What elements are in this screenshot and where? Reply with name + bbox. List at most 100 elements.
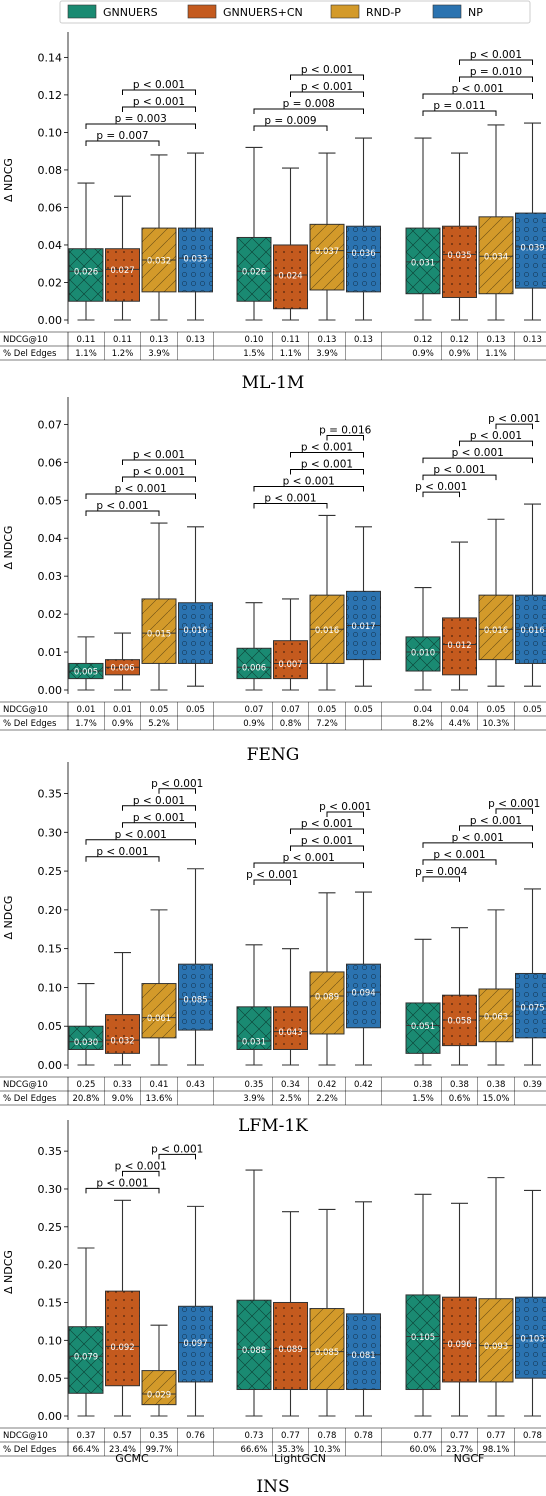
significance-bracket bbox=[459, 59, 533, 66]
y-tick-label: 0.25 bbox=[38, 865, 63, 878]
table-cell-ndcg: 0.05 bbox=[523, 705, 542, 715]
box-gcmc-gnnuers: 0.005 bbox=[68, 636, 104, 691]
significance-gcmc: p < 0.001 bbox=[85, 846, 160, 862]
median-label: 0.016 bbox=[520, 626, 544, 636]
box-hatch bbox=[346, 964, 381, 1028]
median-label: 0.105 bbox=[411, 1333, 435, 1343]
table-cell-del: 23.7% bbox=[446, 1445, 473, 1455]
table-cell-del: 1.5% bbox=[412, 1094, 434, 1104]
box-hatch bbox=[310, 1308, 344, 1390]
box-hatch bbox=[406, 636, 440, 672]
table-cell-ndcg: 0.04 bbox=[450, 705, 469, 715]
significance-gcmc: p < 0.001 bbox=[85, 829, 196, 845]
significance-bracket bbox=[85, 510, 160, 517]
table-cell-ndcg: 0.05 bbox=[487, 705, 506, 715]
significance-label: p < 0.001 bbox=[96, 1177, 148, 1189]
box-gcmc-rnd-p: 0.029 bbox=[141, 1324, 177, 1417]
table-cell-ndcg: 0.11 bbox=[113, 335, 132, 345]
significance-bracket bbox=[122, 89, 196, 96]
box-lightgcn-gnnuers-cn: 0.024 bbox=[273, 167, 308, 321]
median-label: 0.029 bbox=[147, 1391, 171, 1401]
box-ngcf-np: 0.103 bbox=[515, 1189, 546, 1417]
significance-label: p < 0.001 bbox=[470, 430, 522, 442]
table-cell-del: 3.9% bbox=[243, 1094, 265, 1104]
table-cell-ndcg: 0.11 bbox=[77, 335, 96, 345]
table-cell-del: 5.2% bbox=[148, 719, 170, 729]
box-ngcf-gnnuers-cn: 0.012 bbox=[442, 541, 477, 691]
box-hatch bbox=[406, 228, 440, 294]
table-cell-ndcg: 0.01 bbox=[113, 705, 132, 715]
box-hatch bbox=[69, 248, 103, 302]
median-label: 0.093 bbox=[484, 1342, 508, 1352]
box-hatch bbox=[142, 598, 176, 664]
table-cell-ndcg: 0.13 bbox=[186, 335, 205, 345]
significance-bracket bbox=[122, 459, 196, 466]
table-cell-ndcg: 0.05 bbox=[150, 705, 169, 715]
box-lightgcn-rnd-p: 0.016 bbox=[309, 514, 345, 691]
significance-gcmc: p < 0.001 bbox=[85, 1177, 160, 1194]
significance-label: p < 0.001 bbox=[319, 801, 371, 813]
legend-label-gnnuers: GNNUERS bbox=[103, 6, 158, 19]
y-tick-label: 0.04 bbox=[38, 239, 63, 252]
median-label: 0.035 bbox=[447, 251, 471, 261]
table-row-label-ndcg: NDCG@10 bbox=[3, 335, 48, 345]
significance-label: p < 0.001 bbox=[133, 96, 185, 108]
significance-lightgcn: p = 0.009 bbox=[253, 115, 328, 132]
y-tick-label: 0.05 bbox=[38, 494, 63, 507]
significance-label: p < 0.001 bbox=[301, 64, 353, 76]
significance-label: p < 0.001 bbox=[133, 795, 185, 807]
box-ngcf-rnd-p: 0.093 bbox=[478, 1177, 514, 1417]
significance-bracket bbox=[253, 879, 291, 886]
table-cell-ndcg: 0.43 bbox=[186, 1080, 205, 1090]
y-tick-label: 0.07 bbox=[38, 418, 63, 431]
median-label: 0.061 bbox=[147, 1014, 171, 1024]
significance-bracket bbox=[85, 839, 196, 845]
significance-bracket bbox=[122, 822, 196, 828]
significance-bracket bbox=[253, 108, 364, 115]
box-gcmc-gnnuers: 0.030 bbox=[68, 983, 104, 1066]
significance-bracket bbox=[459, 440, 533, 447]
significance-bracket bbox=[158, 1153, 196, 1160]
box-hatch bbox=[273, 244, 308, 309]
box-gcmc-gnnuers: 0.079 bbox=[68, 1247, 104, 1417]
significance-lightgcn: p < 0.001 bbox=[290, 441, 364, 458]
table-cell-ndcg: 0.05 bbox=[318, 705, 337, 715]
box-hatch bbox=[273, 640, 308, 679]
median-label: 0.024 bbox=[278, 271, 302, 281]
median-label: 0.089 bbox=[315, 992, 339, 1002]
significance-lightgcn: p = 0.008 bbox=[253, 98, 364, 115]
box-hatch bbox=[142, 983, 176, 1038]
box-gcmc-gnnuers-cn: 0.027 bbox=[105, 195, 140, 321]
significance-label: p < 0.001 bbox=[246, 869, 298, 881]
significance-label: p < 0.001 bbox=[488, 413, 540, 425]
table-cell-ndcg: 0.77 bbox=[450, 1431, 469, 1441]
table-cell-ndcg: 0.05 bbox=[186, 705, 205, 715]
significance-gcmc: p < 0.001 bbox=[122, 812, 196, 828]
median-label: 0.026 bbox=[74, 268, 98, 278]
y-tick-label: 0.08 bbox=[38, 164, 63, 177]
significance-lightgcn: p < 0.001 bbox=[253, 852, 364, 869]
y-tick-label: 0.05 bbox=[38, 1020, 63, 1033]
table-cell-del: 0.9% bbox=[112, 719, 134, 729]
box-lightgcn-np: 0.017 bbox=[346, 526, 381, 687]
table-cell-del: 1.1% bbox=[75, 349, 97, 359]
table-cell-ndcg: 0.04 bbox=[414, 705, 433, 715]
significance-label: p < 0.001 bbox=[151, 778, 203, 790]
median-label: 0.006 bbox=[242, 664, 266, 674]
y-tick-label: 0.15 bbox=[38, 943, 63, 956]
significance-label: p < 0.001 bbox=[115, 483, 167, 495]
box-ngcf-gnnuers-cn: 0.035 bbox=[442, 152, 477, 321]
box-gcmc-np: 0.033 bbox=[178, 152, 213, 321]
significance-bracket bbox=[253, 862, 364, 869]
table-cell-ndcg: 0.42 bbox=[318, 1080, 337, 1090]
box-ngcf-np: 0.075 bbox=[515, 888, 546, 1066]
table-cell-ndcg: 0.13 bbox=[487, 335, 506, 345]
box-hatch bbox=[479, 595, 513, 660]
y-tick-label: 0.03 bbox=[38, 570, 63, 583]
box-lightgcn-np: 0.036 bbox=[346, 137, 381, 321]
significance-lightgcn: p < 0.001 bbox=[290, 818, 364, 835]
table-cell-del: 1.5% bbox=[243, 349, 265, 359]
box-hatch bbox=[178, 228, 213, 292]
table-cell-del: 1.7% bbox=[75, 719, 97, 729]
table-cell-ndcg: 0.11 bbox=[281, 335, 300, 345]
